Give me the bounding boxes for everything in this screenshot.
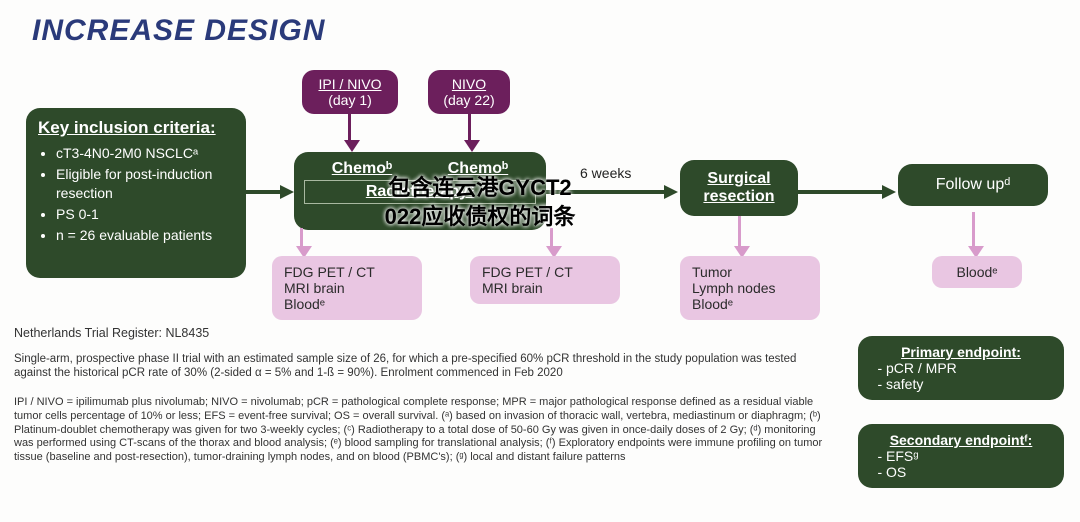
inclusion-item: Eligible for post-induction resection — [56, 165, 234, 203]
pink3-l3: Bloodᵉ — [692, 296, 808, 312]
primary-item: pCR / MPR — [886, 360, 1050, 376]
followup-label: Follow upᵈ — [936, 176, 1011, 193]
pink2-l1: FDG PET / CT — [482, 264, 608, 280]
inclusion-list: cT3-4N0-2M0 NSCLCᵃ Eligible for post-ind… — [38, 144, 234, 244]
pink1-l1: FDG PET / CT — [284, 264, 410, 280]
ipi-nivo-label: IPI / NIVO — [316, 76, 384, 92]
footnote-text: IPI / NIVO = ipilimumab plus nivolumab; … — [14, 396, 838, 465]
pink-box-2: FDG PET / CT MRI brain — [470, 256, 620, 304]
description-text: Single-arm, prospective phase II trial w… — [14, 352, 834, 381]
inclusion-heading: Key inclusion criteria: — [38, 118, 234, 138]
arrow-pink-1 — [300, 228, 303, 246]
overlay-l1: 包含连云港GYCT2 — [330, 174, 630, 203]
arrow-purple-1 — [348, 114, 351, 140]
pink4-l1: Bloodᵉ — [944, 264, 1010, 280]
secondary-endpoint-box: Secondary endpointᶠ: EFSᵍ OS — [858, 424, 1064, 488]
primary-list: pCR / MPR safety — [872, 360, 1050, 392]
inclusion-item: cT3-4N0-2M0 NSCLCᵃ — [56, 144, 234, 163]
ipi-nivo-day: (day 1) — [316, 92, 384, 108]
nivo-label: NIVO — [442, 76, 496, 92]
secondary-title: Secondary endpointᶠ: — [872, 432, 1050, 448]
ipi-nivo-box: IPI / NIVO (day 1) — [302, 70, 398, 114]
followup-box: Follow upᵈ — [898, 164, 1048, 206]
arrow-pink-3 — [738, 216, 741, 246]
arrow-pink-4 — [972, 212, 975, 246]
inclusion-item: n = 26 evaluable patients — [56, 226, 234, 245]
pink-box-1: FDG PET / CT MRI brain Bloodᵉ — [272, 256, 422, 320]
primary-endpoint-box: Primary endpoint: pCR / MPR safety — [858, 336, 1064, 400]
surgical-label: Surgical resection — [703, 170, 774, 205]
pink-box-4: Bloodᵉ — [932, 256, 1022, 288]
nivo-day: (day 22) — [442, 92, 496, 108]
pink3-l2: Lymph nodes — [692, 280, 808, 296]
pink3-l1: Tumor — [692, 264, 808, 280]
arrow-1 — [246, 190, 282, 194]
primary-item: safety — [886, 376, 1050, 392]
secondary-item: EFSᵍ — [886, 448, 1050, 464]
page-title: INCREASE DESIGN — [32, 14, 325, 48]
pink1-l2: MRI brain — [284, 280, 410, 296]
primary-title: Primary endpoint: — [872, 344, 1050, 360]
pink-box-3: Tumor Lymph nodes Bloodᵉ — [680, 256, 820, 320]
secondary-item: OS — [886, 464, 1050, 480]
overlay-watermark: 包含连云港GYCT2 022应收债权的词条 — [330, 174, 630, 231]
surgical-box: Surgical resection — [680, 160, 798, 216]
pink1-l3: Bloodᵉ — [284, 296, 410, 312]
secondary-list: EFSᵍ OS — [872, 448, 1050, 480]
inclusion-item: PS 0-1 — [56, 205, 234, 224]
inclusion-box: Key inclusion criteria: cT3-4N0-2M0 NSCL… — [26, 108, 246, 278]
arrow-purple-2 — [468, 114, 471, 140]
overlay-l2: 022应收债权的词条 — [330, 203, 630, 232]
pink2-l2: MRI brain — [482, 280, 608, 296]
arrow-3 — [798, 190, 884, 194]
register-text: Netherlands Trial Register: NL8435 — [14, 326, 209, 342]
nivo-box: NIVO (day 22) — [428, 70, 510, 114]
